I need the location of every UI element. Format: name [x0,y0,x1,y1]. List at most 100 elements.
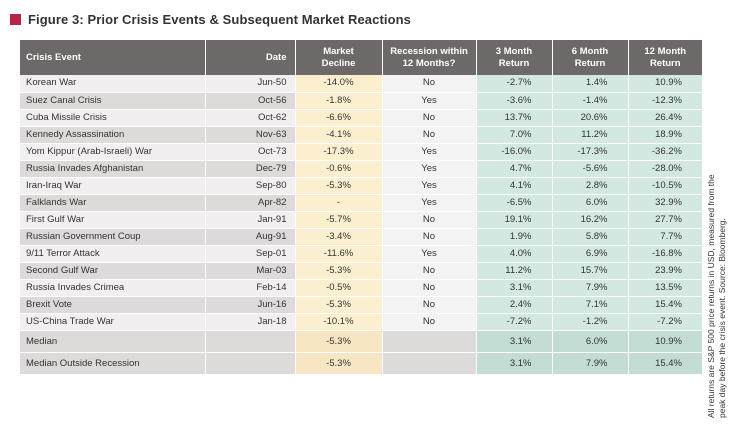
table-row: Russian Government Coup Aug-91 -3.4% No 1.9%… [20,228,702,246]
recession-cell: No [382,262,477,280]
recession-cell: Yes [382,160,477,178]
market-decline-cell: -6.6% [295,109,383,127]
return-6-month-cell: 11.2% [552,126,629,144]
table-row: Suez Canal Crisis Oct-56 -1.8% Yes -3.6% -1.4… [20,92,702,110]
return-3-month-cell: 4.0% [476,245,553,263]
return-12-month-cell: 27.7% [628,211,702,229]
return-3-month-cell: -16.0% [476,143,553,161]
crisis-event-cell: First Gulf War [20,211,206,229]
return-3-month-cell: 3.1% [476,330,553,353]
date-cell [205,330,296,353]
crisis-event-cell: Second Gulf War [20,262,206,280]
market-decline-cell: - [295,194,383,212]
return-6-month-cell: 7.9% [552,352,629,375]
date-cell: Jun-16 [205,296,296,314]
market-decline-cell: -4.1% [295,126,383,144]
date-cell: Jun-50 [205,75,296,93]
return-12-month-cell: -28.0% [628,160,702,178]
summary-row: Median -5.3% 3.1% 6.0% 10.9% [20,330,702,353]
market-decline-cell: -5.3% [295,296,383,314]
date-cell: Apr-82 [205,194,296,212]
date-cell: Feb-14 [205,279,296,297]
market-decline-cell: -5.3% [295,330,383,353]
return-6-month-cell: 6.0% [552,330,629,353]
table-row: Falklands War Apr-82- Yes -6.5% 6.0% 32.9% [20,194,702,212]
return-6-month-cell: 6.0% [552,194,629,212]
title-marker-icon [10,13,21,25]
date-cell: Mar-03 [205,262,296,280]
table-row: Brexit Vote Jun-16 -5.3% No 2.4% 7.1% 15.4% [20,296,702,314]
return-6-month-cell: 7.9% [552,279,629,297]
return-12-month-cell: 7.7% [628,228,702,246]
return-12-month-cell: -36.2% [628,143,702,161]
recession-cell: Yes [382,245,477,263]
header-6-month-line2: Return [574,57,606,69]
return-3-month-cell: 7.0% [476,126,553,144]
recession-cell: Yes [382,194,477,212]
return-3-month-cell: 11.2% [476,262,553,280]
table-row: Kennedy Assassination Nov-63 -4.1% No 7.0% 11… [20,126,702,144]
table-body: Korean War Jun-50 -14.0% No -2.7% 1.4% 10.9% Su… [20,75,702,375]
table-row: Cuba Missile Crisis Oct-62 -6.6% No 13.7% 20.… [20,109,702,127]
return-6-month-cell: -1.4% [552,92,629,110]
date-cell: Sep-01 [205,245,296,263]
crisis-table: Crisis Event Date Market Decline Recessio… [20,40,702,375]
return-6-month-cell: -17.3% [552,143,629,161]
table-row: Second Gulf War Mar-03 -5.3% No 11.2% 15.7% 23… [20,262,702,280]
recession-cell: No [382,75,477,93]
crisis-event-cell: US-China Trade War [20,313,206,331]
header-12-month-line2: Return [649,57,681,69]
crisis-event-cell: Korean War [20,75,206,93]
return-12-month-cell: 32.9% [628,194,702,212]
return-6-month-cell: 6.9% [552,245,629,263]
market-decline-cell: -11.6% [295,245,383,263]
header-date: Date [205,40,296,75]
figure-title: Figure 3: Prior Crisis Events & Subseque… [28,11,412,27]
return-6-month-cell: -5.6% [552,160,629,178]
header-recession-line2: 12 Months? [402,57,456,69]
return-12-month-cell: 13.5% [628,279,702,297]
market-decline-cell: -14.0% [295,75,383,93]
date-cell: Aug-91 [205,228,296,246]
return-12-month-cell: -10.5% [628,177,702,195]
return-6-month-cell: 7.1% [552,296,629,314]
recession-cell: No [382,228,477,246]
crisis-event-cell: Kennedy Assassination [20,126,206,144]
header-12-month-line1: 12 Month [644,45,687,57]
return-6-month-cell: -1.2% [552,313,629,331]
recession-cell: Yes [382,92,477,110]
market-decline-cell: -5.7% [295,211,383,229]
return-6-month-cell: 16.2% [552,211,629,229]
header-12-month-return: 12 Month Return [628,40,702,75]
market-decline-cell: -5.3% [295,177,383,195]
market-decline-cell: -10.1% [295,313,383,331]
return-12-month-cell: 26.4% [628,109,702,127]
table-row: Iran-Iraq War Sep-80 -5.3% Yes 4.1% 2.8% -10.5… [20,177,702,195]
return-3-month-cell: 4.7% [476,160,553,178]
return-3-month-cell: 4.1% [476,177,553,195]
return-3-month-cell: 19.1% [476,211,553,229]
return-3-month-cell: -3.6% [476,92,553,110]
recession-cell: No [382,126,477,144]
crisis-event-cell: Russian Government Coup [20,228,206,246]
return-12-month-cell: -16.8% [628,245,702,263]
header-recession-line1: Recession within [390,45,468,57]
crisis-event-cell: Suez Canal Crisis [20,92,206,110]
recession-cell: Yes [382,143,477,161]
header-market-decline-line1: Market [323,45,354,57]
return-3-month-cell: -7.2% [476,313,553,331]
crisis-event-cell: Cuba Missile Crisis [20,109,206,127]
date-cell: Sep-80 [205,177,296,195]
header-market-decline-line2: Decline [321,57,356,69]
table-row: US-China Trade War Jan-18 -10.1% No -7.2% -1.… [20,313,702,331]
recession-cell [382,330,477,353]
return-6-month-cell: 1.4% [552,75,629,93]
header-3-month-return: 3 Month Return [476,40,553,75]
market-decline-cell: -1.8% [295,92,383,110]
return-6-month-cell: 20.6% [552,109,629,127]
table-row: 9/11 Terror Attack Sep-01 -11.6% Yes 4.0% 6.9… [20,245,702,263]
table-header-row: Crisis Event Date Market Decline Recessio… [20,40,702,75]
crisis-event-cell: Russia Invades Afghanistan [20,160,206,178]
market-decline-cell: -0.5% [295,279,383,297]
crisis-event-cell: Russia Invades Crimea [20,279,206,297]
